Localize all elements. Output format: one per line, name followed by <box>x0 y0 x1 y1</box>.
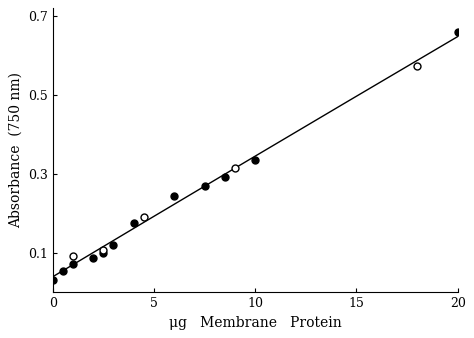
X-axis label: μg   Membrane   Protein: μg Membrane Protein <box>169 316 342 330</box>
Y-axis label: Absorbance  (750 nm): Absorbance (750 nm) <box>9 72 22 228</box>
